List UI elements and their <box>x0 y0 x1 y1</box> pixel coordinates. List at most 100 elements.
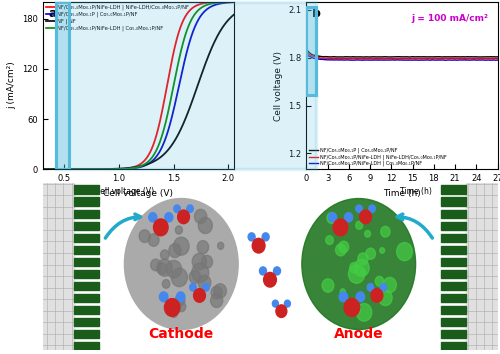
Circle shape <box>164 298 180 316</box>
Circle shape <box>358 253 368 265</box>
Circle shape <box>356 221 362 229</box>
Circle shape <box>264 272 276 287</box>
Circle shape <box>139 230 150 242</box>
NF | NF <box>230 13 236 17</box>
Circle shape <box>356 205 362 212</box>
Circle shape <box>383 277 396 292</box>
Circle shape <box>276 305 287 318</box>
NF | NF <box>50 167 56 172</box>
Circle shape <box>194 209 207 223</box>
Circle shape <box>348 264 364 283</box>
NF/Co₅.₀Mo₀.₁P/NiFe-LDH | Co₅.₀Mo₀.₁P/NF <box>442 58 448 62</box>
Bar <box>306 7 316 95</box>
Text: Cathode: Cathode <box>148 327 214 341</box>
Bar <box>440 330 466 338</box>
Circle shape <box>375 276 384 286</box>
Bar <box>74 294 100 302</box>
Circle shape <box>396 242 412 261</box>
NF/Co₅.₀Mo₀.₁P | Co₅.₀Mo₀.₁P/NF <box>367 55 373 59</box>
NF | NF <box>128 166 134 170</box>
Circle shape <box>192 263 208 282</box>
Circle shape <box>178 210 190 224</box>
NF/Co₅.₀Mo₀.₁P/NiFe-LDH | Co₅.₀Mo₀.₁P/NF <box>128 166 134 171</box>
Circle shape <box>344 213 352 222</box>
Circle shape <box>177 302 186 312</box>
NF/Co₅.₀Mo₀.₁P/NiFe-LDH | NiFe-LDH/Co₅.₀Mo₀.₁P/NF <box>225 0 231 4</box>
NF/Co₅.₀Mo₀.₁P/NiFe-LDH | Co₅.₀Mo₀.₁P/NF <box>396 58 402 62</box>
Circle shape <box>354 259 369 276</box>
Circle shape <box>302 199 416 330</box>
Circle shape <box>160 292 168 302</box>
Circle shape <box>169 244 181 258</box>
Circle shape <box>284 300 290 307</box>
Bar <box>440 198 466 206</box>
NF/Co₅.₀Mo₀.₁P | Co₅.₀Mo₀.₁P/NF <box>392 55 398 59</box>
NF/Co₅.₀Mo₀.₁P | Co₅.₀Mo₀.₁P/NF <box>128 166 134 171</box>
NF/Co₅.₀Mo₀.₁P/NiFe-LDH | Co₅.₀Mo₀.₁P/NF <box>50 167 56 172</box>
Circle shape <box>366 248 376 259</box>
Bar <box>440 282 466 290</box>
X-axis label: Time (h): Time (h) <box>383 189 421 198</box>
Text: Cell voltage (V): Cell voltage (V) <box>95 187 154 196</box>
NF/Co₅.₀Mo₀.₁P/NiFe-LDH | NiFe-LDH/Co₅.₀Mo₀.₁P/NF <box>225 0 231 4</box>
Circle shape <box>327 212 336 223</box>
Circle shape <box>333 219 348 236</box>
Bar <box>74 342 100 350</box>
Bar <box>440 222 466 230</box>
Legend: NF/Co₅.₀Mo₀.₁P | Co₅.₀Mo₀.₁P/NF, NF/Co₅.₀Mo₀.₁P/NiFe-LDH | NiFe-LDH/Co₅.₀Mo₀.₁P/: NF/Co₅.₀Mo₀.₁P | Co₅.₀Mo₀.₁P/NF, NF/Co₅.… <box>309 147 448 167</box>
Circle shape <box>189 270 200 284</box>
Circle shape <box>272 300 278 307</box>
Bar <box>74 210 100 218</box>
NF/Co₅.₀Mo₀.₁P/NiFe-LDH | NiFe-LDH/Co₅.₀Mo₀.₁P/NF <box>40 167 46 172</box>
Bar <box>74 222 100 230</box>
Circle shape <box>197 241 208 254</box>
Circle shape <box>262 233 269 241</box>
NF/Co₅.₀Mo₀.₁P/NiFe-LDH | NiFe-LDH/Co₅.₀Mo₀.₁P/NF <box>128 166 134 170</box>
Circle shape <box>339 292 347 302</box>
NF/Co₅.₀Mo₀.₁P/NiFe-LDH | Co₅.₀Mo₀.₁P/NF <box>40 167 46 172</box>
Bar <box>74 270 100 278</box>
Bar <box>74 282 100 290</box>
NF/Co₅.₀Mo₀.₁P/NiFe-LDH | Co₅.₀Mo₀.₁P/NF <box>489 58 495 62</box>
Circle shape <box>157 263 167 274</box>
NF/Co₅.₀Mo₀.₁P | Co₅.₀Mo₀.₁P/NF <box>190 29 196 34</box>
Circle shape <box>187 205 194 212</box>
Text: Anode: Anode <box>334 327 384 341</box>
NF/Co₅.₀Mo₀.₁P/NiFe-LDH | NiFe-LDH/Co₅.₀Mo₀.₁P/NF <box>230 0 236 4</box>
Circle shape <box>360 210 372 224</box>
Circle shape <box>166 302 175 313</box>
NF/Co₅.₀Mo₀.₁P | Co₅.₀Mo₀.₁P/NF <box>304 46 310 51</box>
NF/Co₅.₀Mo₀.₁P | Co₅.₀Mo₀.₁P/NF <box>489 55 495 59</box>
NF/Co₅.₀Mo₀.₁P/NiFe-LDH | Co₅.₀Mo₀.₁P/NF <box>313 56 319 61</box>
Line: NF/Co₅.₀Mo₀.₁P/NiFe-LDH | NiFe-LDH/Co₅.₀Mo₀.₁P/NF: NF/Co₅.₀Mo₀.₁P/NiFe-LDH | NiFe-LDH/Co₅.₀… <box>306 52 498 59</box>
Circle shape <box>210 293 222 308</box>
Circle shape <box>192 253 206 270</box>
Circle shape <box>367 284 374 291</box>
Bar <box>42 183 74 350</box>
Circle shape <box>174 205 180 212</box>
Circle shape <box>344 298 360 316</box>
Bar <box>74 198 100 206</box>
NF/Co₅.₀Mo₀.₁P/NiFe-LDH | NiFe-LDH/Co₅.₀Mo₀.₁P/NF <box>50 167 56 172</box>
Legend: NF/Co₅.₀Mo₀.₁P/NiFe-LDH | NiFe-LDH/Co₅.₀Mo₀.₁P/NF, NF/Co₅.₀Mo₀.₁P | Co₅.₀Mo₀.₁P/: NF/Co₅.₀Mo₀.₁P/NiFe-LDH | NiFe-LDH/Co₅.₀… <box>45 4 190 32</box>
NF/Co₅.₀Mo₀.₁P | Co₅.₀Mo₀.₁P/NF <box>494 55 500 59</box>
Circle shape <box>322 279 334 292</box>
NF/Co₅.₀Mo₀.₁P/NiFe-LDH | NiFe-LDH/Co₅.₀Mo₀.₁P/NF <box>396 56 402 61</box>
Bar <box>440 318 466 326</box>
Circle shape <box>175 295 185 306</box>
NF/Co₅.₀Mo₀.₁P | Co₅.₀Mo₀.₁P/NF <box>225 0 231 5</box>
Circle shape <box>248 233 255 241</box>
Circle shape <box>176 292 185 302</box>
Bar <box>466 183 498 350</box>
Circle shape <box>198 217 212 234</box>
Circle shape <box>274 267 280 275</box>
Bar <box>74 246 100 254</box>
Line: NF/Co₅.₀Mo₀.₁P | Co₅.₀Mo₀.₁P/NF: NF/Co₅.₀Mo₀.₁P | Co₅.₀Mo₀.₁P/NF <box>42 2 234 170</box>
Circle shape <box>360 269 366 275</box>
Bar <box>74 318 100 326</box>
NF/Co₅.₀Mo₀.₁P/NiFe-LDH | Co₅.₀Mo₀.₁P/NF <box>489 58 495 62</box>
Circle shape <box>190 284 196 291</box>
Bar <box>440 258 466 266</box>
Circle shape <box>174 237 189 255</box>
Bar <box>74 185 100 194</box>
